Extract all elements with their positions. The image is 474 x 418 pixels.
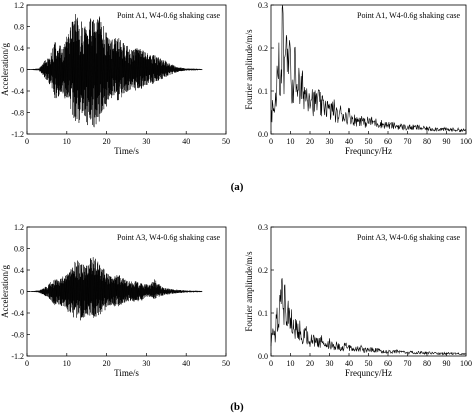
plot-frame: [270, 226, 467, 357]
x-tick-label: 90: [443, 359, 451, 368]
y-tick-label: -0.8: [11, 109, 24, 118]
y-tick-label: 0.3: [258, 223, 268, 232]
x-tick-label: 10: [63, 137, 71, 146]
panel-label: (b): [230, 401, 244, 413]
x-tick-label: 20: [306, 137, 314, 146]
y-tick-label: 0.3: [258, 1, 268, 10]
y-tick-label: 0: [20, 66, 24, 75]
x-axis-label: Time/s: [114, 368, 139, 378]
y-tick-label: 0.4: [14, 266, 24, 275]
x-tick-label: 70: [404, 359, 412, 368]
y-tick-label: 1.2: [14, 223, 24, 232]
y-tick-label: -0.8: [11, 331, 24, 340]
x-tick-label: 30: [326, 359, 334, 368]
x-tick-label: 30: [142, 359, 150, 368]
x-tick-label: 10: [287, 137, 295, 146]
x-tick-label: 0: [25, 137, 29, 146]
y-tick-label: 0.2: [258, 44, 268, 53]
chart-4: 0 10 20 30 40 50 60 70 80 90 100 0.0 0.1 0.2 0.3 Frequn…: [244, 223, 472, 378]
x-tick-label: 0: [25, 359, 29, 368]
y-tick-label: 0.1: [258, 87, 268, 96]
x-tick-label: 40: [345, 359, 353, 368]
x-tick-label: 0: [269, 137, 273, 146]
x-tick-label: 100: [460, 137, 472, 146]
x-tick-label: 30: [142, 137, 150, 146]
x-tick-label: 10: [63, 359, 71, 368]
y-tick-label: 0.2: [258, 266, 268, 275]
x-axis-label: Time/s: [114, 146, 139, 156]
x-tick-label: 90: [443, 137, 451, 146]
x-tick-label: 0: [269, 359, 273, 368]
x-tick-label: 40: [182, 137, 190, 146]
y-tick-label: 0: [20, 288, 24, 297]
y-tick-label: 0.8: [14, 245, 24, 254]
x-tick-label: 40: [182, 359, 190, 368]
fourier-series: [270, 4, 467, 133]
chart-annotation: Point A3, W4-0.6g shaking case: [357, 233, 460, 242]
fourier-series: [270, 278, 467, 356]
x-tick-label: 50: [365, 359, 373, 368]
plot-frame: [270, 4, 467, 135]
chart-annotation: Point A1, W4-0.6g shaking case: [117, 11, 220, 20]
chart-2: 0 10 20 30 40 50 60 70 80 90 100 0.0 0.1 0.2 0.3 Frequn…: [244, 1, 472, 156]
y-tick-label: 0.1: [258, 309, 268, 318]
x-tick-label: 100: [460, 359, 472, 368]
x-tick-label: 20: [103, 359, 111, 368]
x-tick-label: 20: [306, 359, 314, 368]
chart-1: 0 10 20 30 40 50 -1.2 -0.8 -0.4 0 0.4 0.8 1.2 Time/s A…: [0, 1, 230, 156]
x-tick-label: 60: [384, 137, 392, 146]
y-tick-label: -1.2: [11, 130, 24, 139]
panel-label: (a): [231, 181, 244, 193]
y-tick-label: 0.4: [14, 44, 24, 53]
x-axis-label: Frequncy/Hz: [345, 146, 392, 156]
y-tick-label: 0.0: [258, 352, 268, 361]
y-axis-label: Fourier amplitude/m/s: [244, 29, 254, 110]
x-tick-label: 80: [423, 359, 431, 368]
y-tick-label: 0.0: [258, 130, 268, 139]
y-tick-label: 0.8: [14, 23, 24, 32]
chart-annotation: Point A3, W4-0.6g shaking case: [117, 233, 220, 242]
y-tick-label: -0.4: [11, 309, 24, 318]
x-tick-label: 60: [384, 359, 392, 368]
y-tick-label: -1.2: [11, 352, 24, 361]
y-axis-label: Acceleration/g: [0, 43, 10, 96]
acceleration-series: [26, 14, 203, 128]
x-tick-label: 10: [287, 359, 295, 368]
acceleration-series: [26, 257, 203, 321]
y-tick-label: -0.4: [11, 87, 24, 96]
x-tick-label: 70: [404, 137, 412, 146]
chart-annotation: Point A1, W4-0.6g shaking case: [357, 11, 460, 20]
x-tick-label: 50: [222, 137, 230, 146]
x-tick-label: 80: [423, 137, 431, 146]
x-tick-label: 20: [103, 137, 111, 146]
chart-3: 0 10 20 30 40 50 -1.2 -0.8 -0.4 0 0.4 0.8 1.2 Time/s A…: [0, 223, 230, 378]
y-axis-label: Acceleration/g: [0, 265, 10, 318]
y-tick-label: 1.2: [14, 1, 24, 10]
x-tick-label: 50: [365, 137, 373, 146]
x-tick-label: 30: [326, 137, 334, 146]
x-axis-label: Frequncy/Hz: [345, 368, 392, 378]
x-tick-label: 50: [222, 359, 230, 368]
x-tick-label: 40: [345, 137, 353, 146]
y-axis-label: Fourier amplitude/m/s: [244, 251, 254, 332]
